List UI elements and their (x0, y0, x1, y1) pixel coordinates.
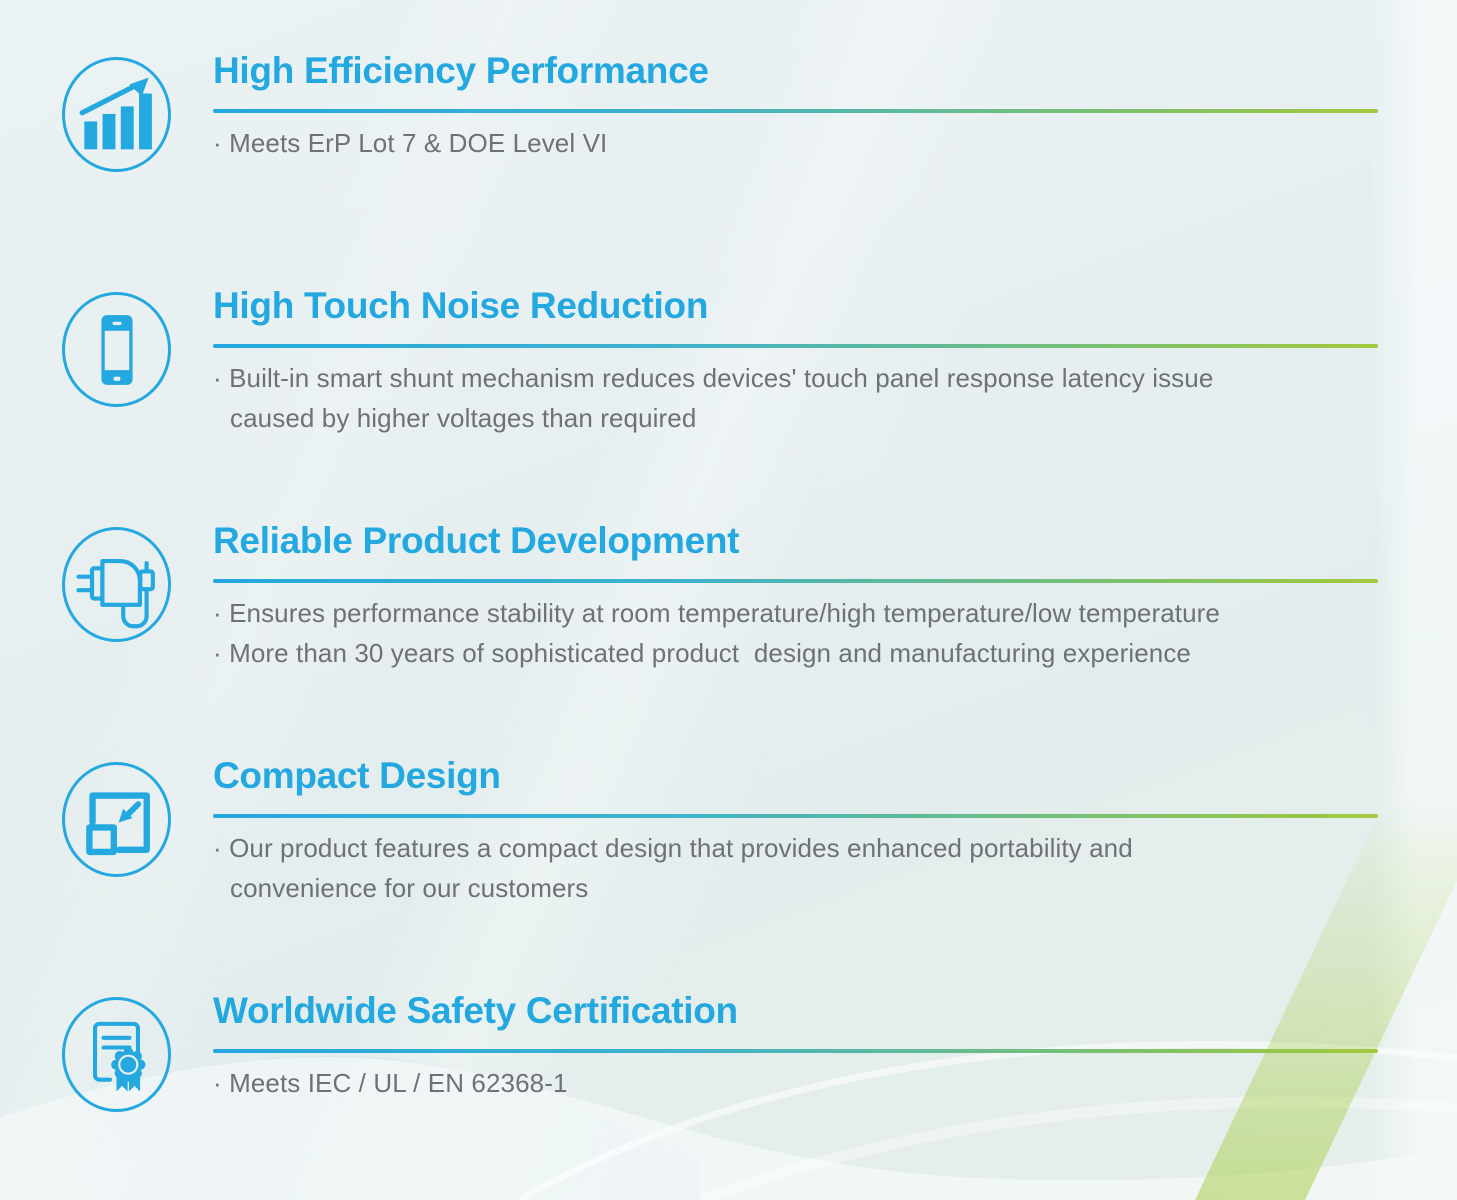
feature-section-high-efficiency-performance: High Efficiency Performance · Meets ErP … (0, 46, 1457, 172)
feature-bullet: · Meets ErP Lot 7 & DOE Level VI (213, 128, 608, 158)
bar-chart-growth-icon (62, 57, 171, 172)
feature-bullets: · Meets ErP Lot 7 & DOE Level VI (213, 123, 1457, 163)
feature-title: Compact Design (213, 755, 501, 796)
feature-bullets: · Built-in smart shunt mechanism reduces… (213, 358, 1457, 438)
feature-title: High Touch Noise Reduction (213, 285, 709, 326)
smartphone-icon (62, 292, 171, 407)
feature-bullet-continuation: convenience for our customers (230, 873, 589, 903)
certificate-icon (62, 997, 171, 1112)
feature-bullet: · Our product features a compact design … (213, 833, 1133, 863)
feature-bullets: · Meets IEC / UL / EN 62368-1 (213, 1063, 1457, 1103)
feature-title: Reliable Product Development (213, 520, 740, 561)
feature-bullet: · Meets IEC / UL / EN 62368-1 (213, 1068, 568, 1098)
feature-section-compact-design: Compact Design · Our product features a … (0, 751, 1457, 908)
divider-line (213, 814, 1378, 818)
feature-section-reliable-product-development: Reliable Product Development · Ensures p… (0, 516, 1457, 673)
feature-title: Worldwide Safety Certification (213, 990, 738, 1031)
feature-bullet: · Ensures performance stability at room … (213, 598, 1220, 628)
divider-line (213, 109, 1378, 113)
divider-line (213, 344, 1378, 348)
divider-line (213, 579, 1378, 583)
feature-title: High Efficiency Performance (213, 50, 709, 91)
feature-bullet: · Built-in smart shunt mechanism reduces… (213, 363, 1214, 393)
feature-bullets: · Our product features a compact design … (213, 828, 1457, 908)
divider-line (213, 1049, 1378, 1053)
feature-section-high-touch-noise-reduction: High Touch Noise Reduction · Built-in sm… (0, 281, 1457, 438)
power-adapter-icon (62, 527, 171, 642)
compact-resize-icon (62, 762, 171, 877)
feature-bullet-continuation: caused by higher voltages than required (230, 403, 697, 433)
bottom-wave-light (0, 1057, 1457, 1200)
feature-section-worldwide-safety-certification: Worldwide Safety Certification · Meets I… (0, 986, 1457, 1112)
feature-bullet: · More than 30 years of sophisticated pr… (213, 638, 1191, 668)
green-diagonal-streak (1195, 790, 1457, 1200)
feature-bullets: · Ensures performance stability at room … (213, 593, 1457, 673)
